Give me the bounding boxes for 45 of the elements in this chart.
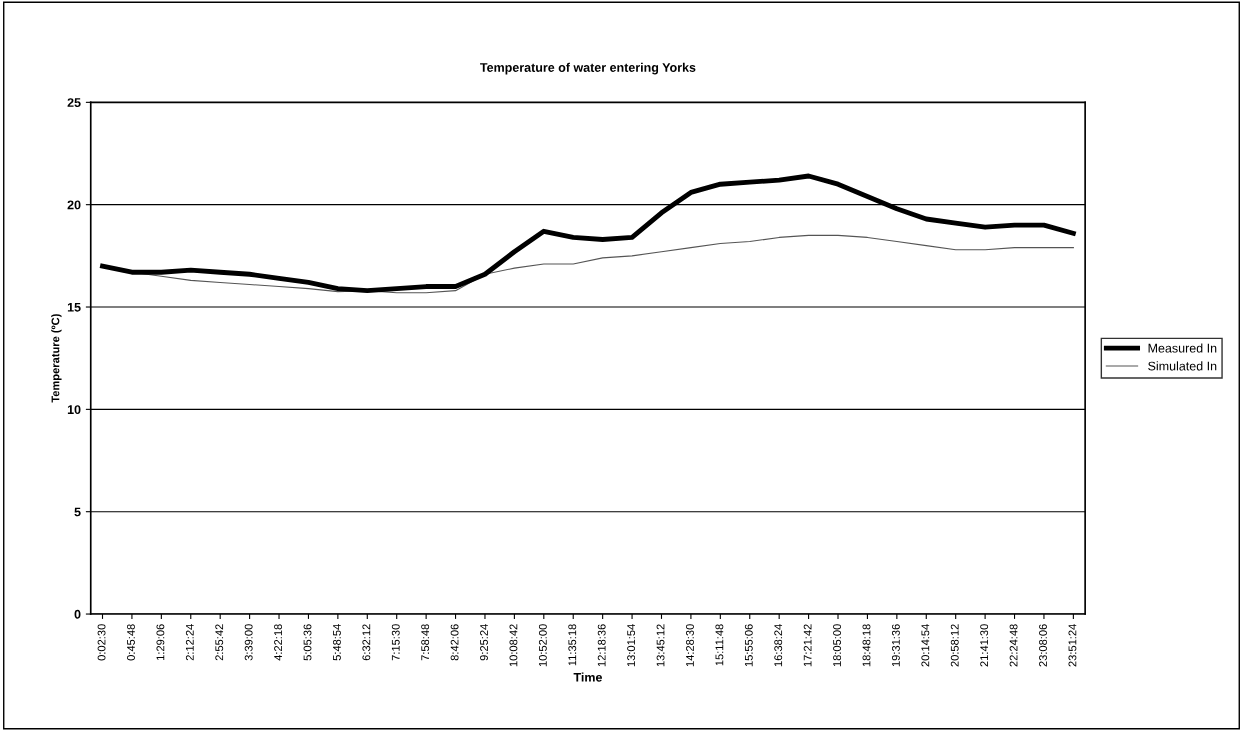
x-tick-label: 13:45:12	[656, 624, 665, 667]
x-tick-label: 23:08:06	[1039, 624, 1047, 667]
x-tick-label: 18:48:18	[862, 624, 871, 667]
y-tick-label: 15	[67, 302, 81, 312]
x-tick-label: 23:51:24	[1068, 624, 1077, 667]
x-tick-label: 20:14:54	[921, 624, 930, 667]
x-axis-title: Time	[573, 672, 602, 682]
x-tick-label: 3:39:00	[244, 624, 253, 661]
x-tick-label: 17:21:42	[803, 624, 812, 667]
x-tick-label: 4:22:18	[274, 624, 283, 661]
x-tick-label: 16:38:24	[774, 624, 783, 667]
x-tick-label: 18:05:00	[833, 624, 841, 667]
x-tick-label: 5:05:36	[303, 624, 312, 661]
y-tick-label: 25	[67, 98, 81, 107]
x-tick-label: 7:15:30	[391, 624, 400, 661]
x-tick-label: 11:35:18	[568, 624, 577, 666]
x-tick-label: 10:52:00	[538, 624, 547, 667]
x-tick-label: 14:28:30	[686, 624, 694, 667]
x-tick-label: 0:02:30	[97, 624, 106, 661]
x-tick-label: 22:24:48	[1009, 624, 1018, 667]
y-tick-label: 5	[74, 507, 81, 517]
y-tick-label: 20	[67, 200, 81, 210]
x-tick-label: 12:18:36	[597, 624, 606, 667]
x-tick-label: 9:25:24	[480, 624, 488, 661]
y-axis-title: Temperature (ºC)	[51, 314, 62, 403]
x-tick-label: 2:12:24	[185, 624, 194, 661]
x-tick-label: 6:32:12	[362, 624, 371, 661]
y-tick-label: 0	[74, 609, 81, 619]
x-tick-label: 1:29:06	[156, 624, 165, 660]
x-tick-label: 2:55:42	[215, 624, 224, 661]
x-tick-label: 10:08:42	[509, 624, 518, 667]
legend-label: Measured In	[1148, 343, 1217, 353]
x-tick-label: 7:58:48	[421, 624, 430, 661]
x-tick-label: 15:11:48	[715, 624, 724, 666]
x-tick-label: 5:48:54	[332, 624, 341, 661]
x-tick-label: 8:42:06	[450, 624, 459, 661]
x-tick-label: 0:45:48	[127, 624, 135, 661]
x-tick-label: 13:01:54	[627, 624, 636, 667]
x-tick-label: 19:31:36	[891, 624, 900, 667]
x-tick-label: 15:55:06	[744, 624, 753, 667]
x-tick-label: 20:58:12	[950, 624, 959, 667]
legend-label: Simulated In	[1148, 361, 1217, 371]
y-tick-label: 10	[67, 405, 81, 415]
chart-title: Temperature of water entering Yorks	[480, 62, 696, 75]
x-tick-label: 21:41:30	[980, 624, 989, 667]
